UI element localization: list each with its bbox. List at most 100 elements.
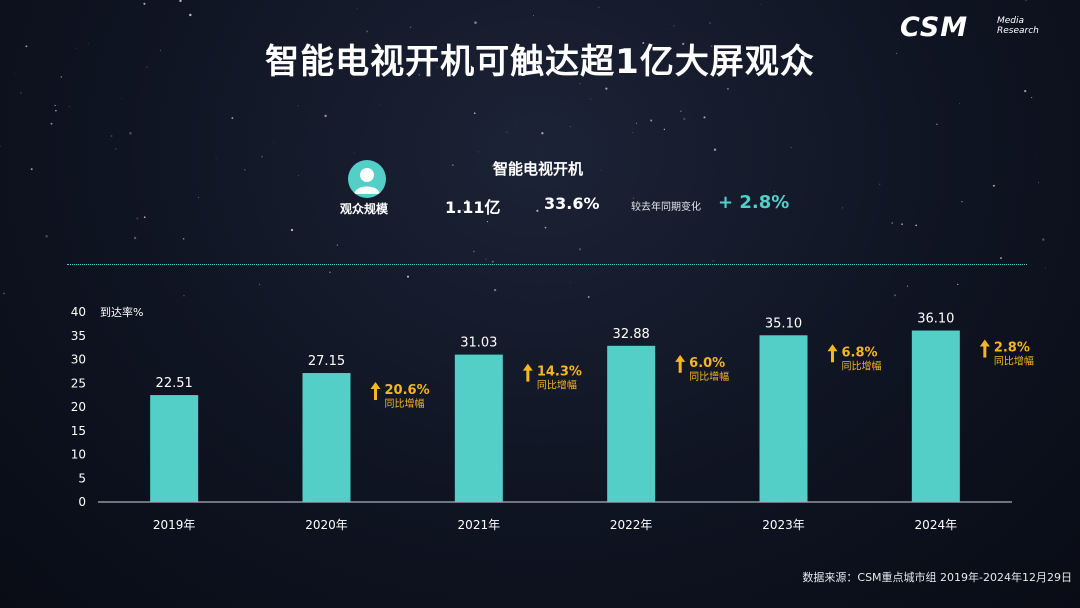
star-dot	[992, 184, 995, 187]
star-dot	[712, 260, 714, 262]
star-dot	[1042, 238, 1045, 241]
y-tick-label: 15	[71, 424, 86, 438]
star-dot	[891, 222, 893, 224]
star-dot	[87, 42, 89, 44]
csm-logo: CSM Media Research	[900, 12, 1050, 44]
y-axis-label: 到达率%	[100, 305, 143, 319]
star-dot	[179, 0, 182, 3]
star-dot	[491, 260, 494, 263]
bar-value-label: 22.51	[156, 376, 193, 391]
y-tick-label: 20	[71, 400, 86, 414]
star-dot	[0, 145, 1, 147]
star-dot	[587, 296, 590, 298]
x-tick-label: 2023年	[762, 518, 805, 532]
star-dot	[45, 234, 48, 238]
star-dot	[760, 4, 762, 5]
star-dot	[418, 74, 420, 76]
bar	[759, 335, 808, 502]
bar	[150, 395, 199, 502]
star-dot	[901, 223, 904, 226]
star-dot	[409, 26, 412, 28]
bar	[607, 345, 656, 502]
y-tick-label: 25	[71, 376, 86, 390]
y-tick-label: 35	[71, 329, 86, 343]
star-dot	[663, 128, 666, 131]
star-dot	[491, 164, 494, 168]
star-dot	[143, 2, 146, 5]
star-dot	[25, 45, 28, 48]
star-dot	[632, 197, 635, 200]
star-dot	[726, 87, 729, 90]
star-dot	[465, 199, 469, 203]
growth-value: 20.6%	[385, 383, 430, 398]
star-dot	[486, 221, 489, 223]
star-dot	[231, 117, 234, 120]
star-dot	[243, 168, 246, 171]
y-tick-label: 40	[71, 305, 86, 319]
x-tick-label: 2019年	[153, 518, 196, 532]
star-dot	[1024, 89, 1027, 93]
y-tick-label: 30	[71, 353, 86, 367]
star-dot	[724, 46, 727, 49]
star-dot	[451, 164, 454, 167]
star-dot	[529, 167, 530, 169]
logo-text: CSM	[900, 12, 969, 43]
star-dot	[115, 148, 117, 150]
star-dot	[658, 115, 660, 116]
star-dot	[215, 157, 217, 159]
growth-arrow-icon	[522, 363, 533, 382]
star-dot	[55, 109, 57, 112]
star-dot	[473, 250, 475, 253]
star-dot	[906, 285, 909, 287]
star-dot	[356, 8, 358, 9]
star-dot	[544, 226, 547, 229]
star-dot	[632, 132, 633, 133]
star-dot	[680, 110, 682, 112]
star-dot	[1038, 182, 1040, 184]
star-dot	[1045, 267, 1047, 269]
growth-arrow-icon	[675, 354, 686, 373]
growth-label: 同比增幅	[994, 355, 1034, 368]
star-dot	[570, 282, 571, 284]
star-dot	[473, 112, 476, 114]
star-dot	[501, 74, 504, 77]
star-dot	[893, 294, 897, 297]
star-dot	[578, 248, 582, 251]
bar	[454, 354, 503, 502]
star-dot	[406, 275, 410, 278]
star-dot	[598, 6, 600, 8]
star-dot	[75, 48, 77, 49]
star-dot	[958, 102, 960, 104]
bar-value-label: 27.15	[308, 354, 345, 369]
audience-icon	[348, 160, 386, 198]
star-dot	[493, 288, 497, 292]
star-dot	[915, 224, 918, 227]
star-dot	[532, 15, 535, 17]
star-dot	[50, 122, 53, 125]
star-dot	[957, 283, 959, 286]
bar-value-label: 32.88	[613, 327, 650, 342]
growth-label: 同比增幅	[385, 397, 425, 410]
star-dot	[474, 21, 477, 24]
bar	[302, 373, 351, 502]
star-dot	[379, 104, 381, 106]
star-dot	[30, 168, 33, 171]
star-dot	[181, 10, 183, 12]
growth-value: 14.3%	[537, 365, 582, 380]
star-dot	[366, 30, 369, 33]
change-value: + 2.8%	[718, 192, 790, 213]
star-dot	[60, 76, 63, 78]
x-tick-label: 2020年	[305, 518, 348, 532]
star-dot	[3, 292, 5, 295]
star-dot	[388, 74, 390, 76]
star-dot	[324, 114, 327, 118]
star-dot	[189, 13, 192, 17]
star-dot	[600, 169, 602, 171]
star-dot	[159, 49, 161, 51]
growth-arrow-icon	[979, 339, 990, 358]
star-dot	[673, 25, 675, 27]
growth-value: 6.8%	[842, 345, 878, 360]
change-label: 较去年同期变化	[631, 202, 701, 213]
star-dot	[703, 116, 706, 119]
star-dot	[642, 42, 645, 44]
